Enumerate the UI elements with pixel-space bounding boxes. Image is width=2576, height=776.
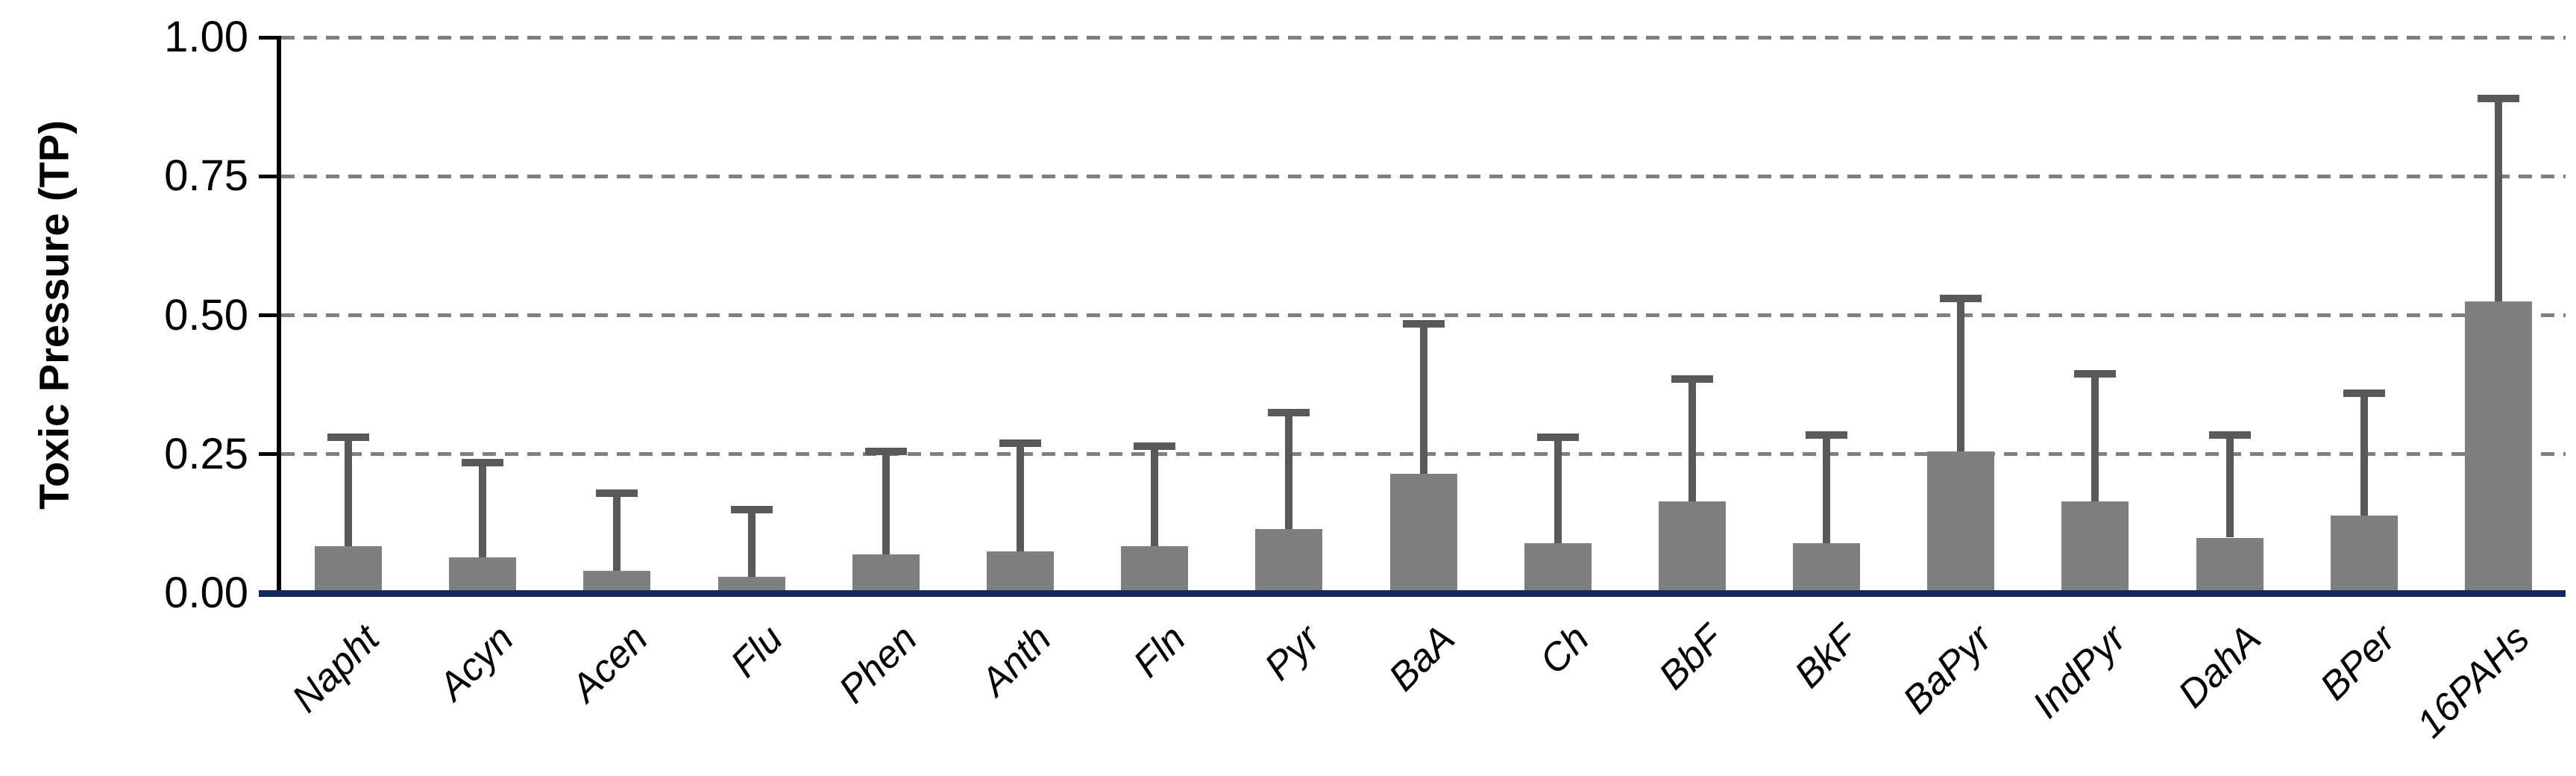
y-tick-mark-0.25 (259, 452, 277, 457)
bar-BkF (1793, 542, 1861, 593)
error-bar-cap-BbF (1671, 375, 1713, 384)
error-bar-cap-Phen (864, 448, 907, 456)
x-tick-label-BbF: BbF (1650, 616, 1732, 698)
error-bar-stem-16PAHs (2494, 98, 2502, 301)
error-bar-cap-BaA (1402, 319, 1445, 328)
bar-Phen (852, 554, 920, 593)
x-tick-label-Pyr: Pyr (1257, 616, 1329, 689)
x-tick-label-16PAHs: 16PAHs (2408, 616, 2538, 747)
error-bar-cap-Ch (1536, 434, 1579, 442)
x-tick-label-Anth: Anth (973, 616, 1060, 704)
bar-BaA (1389, 473, 1457, 593)
error-bar-cap-Napht (327, 434, 370, 442)
bar-Flu (717, 576, 785, 593)
error-bar-stem-IndPyr (2091, 373, 2099, 502)
error-bar-cap-Pyr (1268, 408, 1310, 416)
y-tick-mark-1.00 (259, 35, 277, 40)
error-bar-cap-DahA (2208, 431, 2251, 439)
bar-Acyn (449, 557, 517, 593)
x-tick-label-Acyn: Acyn (430, 616, 523, 709)
bar-BaPyr (1927, 451, 1995, 593)
error-bar-stem-Pyr (1285, 412, 1293, 530)
x-tick-label-Flu: Flu (722, 616, 791, 686)
error-bar-stem-DahA (2225, 434, 2234, 538)
y-tick-mark-0.50 (259, 313, 277, 317)
bar-DahA (2196, 537, 2264, 593)
y-tick-label-0.00: 0.00 (164, 569, 248, 617)
x-tick-label-BaA: BaA (1380, 616, 1463, 700)
error-bar-stem-BkF (1823, 434, 1831, 543)
bar-IndPyr (2061, 501, 2129, 593)
x-tick-label-DahA: DahA (2170, 616, 2269, 716)
x-tick-label-BPer: BPer (2311, 616, 2404, 709)
error-bar-cap-Anth (999, 439, 1041, 447)
y-tick-label-0.75: 0.75 (164, 151, 248, 201)
bar-Fln (1121, 545, 1189, 593)
error-bar-stem-Acen (613, 492, 621, 572)
error-bar-cap-BPer (2343, 389, 2385, 397)
error-bar-stem-BaPyr (1957, 298, 1965, 452)
error-bar-stem-Napht (345, 437, 353, 546)
bar-Pyr (1255, 529, 1323, 593)
x-tick-label-Napht: Napht (283, 616, 388, 722)
x-tick-label-BkF: BkF (1786, 616, 1866, 697)
error-bar-cap-Acyn (462, 458, 504, 466)
y-tick-label-0.50: 0.50 (164, 290, 248, 340)
error-bar-cap-Acen (596, 489, 638, 497)
error-bar-cap-IndPyr (2074, 369, 2117, 378)
y-tick-label-1.00: 1.00 (164, 13, 248, 61)
error-bar-cap-BaPyr (1940, 295, 1982, 303)
error-bar-stem-BbF (1688, 379, 1696, 502)
x-tick-label-Acen: Acen (563, 616, 657, 710)
error-bar-stem-Acyn (479, 462, 487, 557)
x-axis-baseline (259, 590, 2566, 597)
bar-16PAHs (2464, 301, 2532, 593)
gridline-1 (281, 35, 2566, 40)
error-bar-cap-Flu (730, 506, 773, 514)
error-bar-stem-BPer (2360, 392, 2368, 516)
x-tick-label-BaPyr: BaPyr (1894, 616, 2001, 723)
bar-Napht (315, 545, 383, 593)
x-tick-label-IndPyr: IndPyr (2024, 616, 2135, 728)
y-axis (277, 35, 281, 597)
bar-Acen (583, 571, 651, 593)
x-tick-label-Phen: Phen (830, 616, 926, 712)
error-bar-stem-Fln (1151, 445, 1159, 546)
gridline-0.5 (281, 313, 2566, 317)
error-bar-stem-Anth (1016, 442, 1024, 552)
error-bar-stem-BaA (1419, 323, 1427, 474)
y-tick-label-0.25: 0.25 (164, 429, 248, 478)
gridline-0.75 (281, 174, 2566, 178)
error-bar-cap-BkF (1806, 431, 1848, 439)
error-bar-cap-Fln (1134, 442, 1176, 450)
x-tick-label-Fln: Fln (1125, 616, 1195, 686)
y-tick-mark-0.75 (259, 174, 277, 178)
error-bar-stem-Phen (882, 451, 890, 554)
bar-Ch (1524, 542, 1592, 593)
x-tick-label-Ch: Ch (1531, 616, 1598, 683)
bar-BPer (2330, 515, 2398, 593)
error-bar-stem-Ch (1554, 437, 1562, 543)
bar-BbF (1658, 501, 1726, 593)
bar-Anth (986, 551, 1054, 593)
error-bar-cap-16PAHs (2477, 94, 2519, 102)
error-bar-stem-Flu (747, 510, 755, 577)
